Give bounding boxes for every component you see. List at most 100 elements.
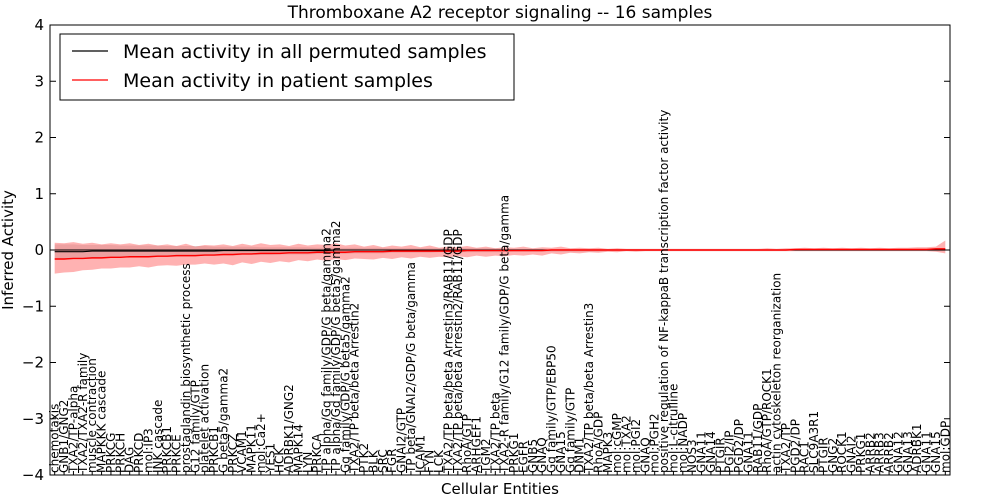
- x-tick-label: GNAQ: [535, 437, 549, 473]
- x-tick-label: PTGIR: [816, 437, 830, 473]
- x-tick-label: PRKG1: [854, 433, 868, 473]
- x-tick-label: TXA2/TP beta/beta Arrestin3/RAB11/GDP: [441, 229, 455, 474]
- x-tick-label: TXA2/TP-alpha: [66, 386, 80, 474]
- y-tick-label: 2: [34, 129, 44, 147]
- x-tick-label: PRKCD: [132, 433, 146, 473]
- y-tick-label: 4: [34, 16, 44, 34]
- y-tick-label: 1: [34, 185, 44, 203]
- legend-box: [59, 33, 515, 101]
- x-tick-label: ROCK1: [835, 431, 849, 473]
- x-tick-label: Gq family/GTP: [563, 388, 577, 473]
- x-tick-label: positive regulation of NF-kappaB transcr…: [657, 110, 671, 473]
- x-tick-label: TXA2/TP beta/beta Arrestin2/RAB11/GDP: [451, 229, 465, 474]
- x-tick-label: TP alpha/Gq family/GDP/G beta5/gamma2: [329, 220, 343, 474]
- y-tick-label: −1: [22, 297, 44, 315]
- x-tick-label: PGD2/DP: [732, 419, 746, 473]
- x-tick-label: FYN: [423, 450, 437, 473]
- x-tick-label: GNA13: [901, 431, 915, 473]
- x-tick-label: PRKCB1: [160, 426, 174, 473]
- y-tick-label: −2: [22, 354, 44, 372]
- x-tick-label: actin cytoskeleton reorganization: [770, 273, 784, 473]
- legend-label-patient: Mean activity in patient samples: [123, 70, 433, 92]
- x-tick-label: MAPK14: [291, 424, 305, 473]
- x-tick-label: YES1: [263, 443, 277, 474]
- x-tick-label: RhoA/GDP: [591, 412, 605, 473]
- x-tick-label: TXA2-R family/G12 family/GDP/G beta/gamm…: [498, 195, 512, 474]
- x-tick-label: TXA2/TP beta/beta Arrestin2: [348, 303, 362, 474]
- x-tick-label: ARHGEF1: [470, 416, 484, 473]
- y-axis-label: Inferred Activity: [0, 190, 17, 310]
- x-tick-label: ARRB2: [882, 432, 896, 473]
- x-tick-label: PRKCZ: [226, 434, 240, 473]
- x-tick-label: GNA15: [554, 431, 568, 473]
- x-tick-label: mol:TXA2: [620, 415, 634, 473]
- x-tick-label: ARRB2: [863, 432, 877, 473]
- x-tick-label: G12 family/GTP: [188, 380, 202, 473]
- x-tick-label: mol:Ca2+: [254, 413, 268, 473]
- x-tick-label: GNAQ: [638, 437, 652, 473]
- x-tick-label: PRKCH: [113, 433, 127, 473]
- series-line-1: [54, 248, 946, 260]
- x-tick-label: MAPKKK cascade: [95, 371, 109, 473]
- x-tick-label: mol:NADP: [676, 413, 690, 473]
- plot-frame: [49, 24, 951, 476]
- x-tick-label: FGR: [385, 448, 399, 473]
- chart-title: Thromboxane A2 receptor signaling -- 16 …: [287, 3, 713, 23]
- x-tick-label: GNAI2: [845, 435, 859, 473]
- x-tick-label: SLC9A3R1: [807, 411, 821, 473]
- x-tick-label: PRKCA: [310, 433, 324, 473]
- x-tick-label: PTK2: [357, 443, 371, 473]
- x-tick-label: mol:cGMP: [610, 413, 624, 473]
- x-tick-label: TP beta/GNAI2/GDP/G beta/gamma: [404, 262, 418, 474]
- x-tick-label: PGI2/IP: [723, 430, 737, 473]
- x-tick-label: GNA12: [891, 431, 905, 473]
- x-tick-label: G beta5/gamma2: [216, 368, 230, 473]
- plot-area: −4 −3 −2 −1 0 1 2 3 4 chemotaxisGNB1/GNG2TXA2/TP-…: [22, 16, 952, 484]
- x-tick-label: GNA11: [920, 431, 934, 473]
- x-tick-label: MAPK11: [245, 424, 259, 473]
- x-tick-label: LYN: [301, 452, 315, 473]
- x-tick-label: PRKCB1: [207, 426, 221, 473]
- x-tick-label: TXA2/TP: [779, 423, 793, 474]
- x-tick-label: TXA2/TXA2-R family: [76, 353, 90, 474]
- x-tick-label: RAB11/GDP: [751, 404, 765, 473]
- x-tick-label: mol:GDP: [938, 421, 952, 473]
- x-tick-label: GNB1/GNG2: [57, 400, 71, 473]
- x-tick-label: platelet activation: [198, 364, 212, 473]
- x-tick-label: mol:IP3: [141, 428, 155, 473]
- x-tick-label: mol:L-citrulline: [666, 384, 680, 473]
- legend: Mean activity in all permuted samples Me…: [59, 33, 515, 101]
- x-tick-label: ADRBK1: [910, 423, 924, 473]
- x-tick-label: TXA2/TP beta/beta Arrestin3: [582, 303, 596, 474]
- x-tick-label: ADRBK1/GNG2: [282, 384, 296, 473]
- legend-label-permuted: Mean activity in all permuted samples: [123, 41, 486, 63]
- x-tick-label: muscle contraction: [85, 358, 99, 473]
- x-tick-label: GNB5: [526, 439, 540, 473]
- band-series-1: [54, 240, 946, 274]
- x-tick-label: HCK: [273, 447, 287, 473]
- x-tick-label: MAPK3: [601, 432, 615, 473]
- x-tick-label: JNK cascade: [151, 400, 165, 474]
- x-tick-label: GNA14: [704, 431, 718, 473]
- x-tick-label: GNA11: [695, 431, 709, 473]
- x-tick-label: ICAM1: [413, 435, 427, 473]
- x-tick-label: RhoA/GTP/ROCK1: [760, 368, 774, 473]
- y-tick-label: −4: [22, 466, 44, 484]
- x-tick-label: BLK: [366, 449, 380, 473]
- x-tick-label: TP alpha/Gq family/GDP/G beta/gamma2: [320, 228, 334, 474]
- x-tick-label: GNA15: [929, 431, 943, 473]
- x-tick-label: GNG2: [826, 438, 840, 473]
- x-tick-label: RAC1: [798, 441, 812, 473]
- x-tick-label: NOS3: [685, 439, 699, 473]
- x-tick-label: ARRB3: [873, 432, 887, 473]
- x-tick-label: VCAM1: [235, 430, 249, 473]
- x-tick-label: Gq family/GDP/G beta5/gamma2: [338, 276, 352, 473]
- x-tick-label: GNAI2/GTP: [395, 408, 409, 473]
- x-tick-label: chemotaxis: [48, 404, 62, 473]
- x-tick-label: PRKCG: [104, 433, 118, 473]
- x-tick-label: LCK: [432, 449, 446, 473]
- x-tick-label: Gq family/GTP/EBP50: [545, 345, 559, 473]
- x-tick-label: mol:PGI2: [629, 419, 643, 473]
- x-tick-label: PRKCE: [170, 434, 184, 473]
